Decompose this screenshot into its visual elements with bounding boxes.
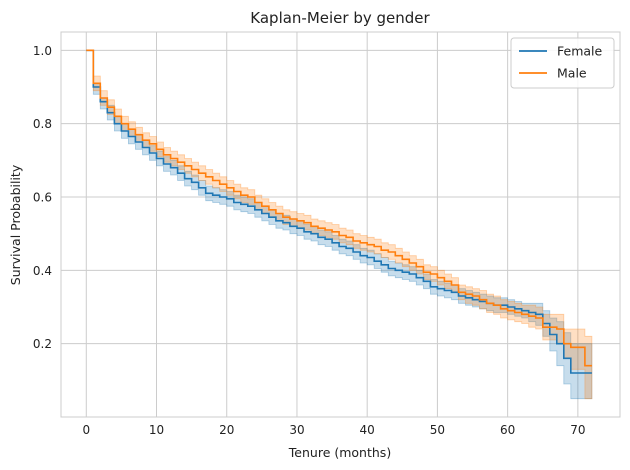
x-axis-label: Tenure (months) bbox=[288, 445, 391, 460]
y-tick-label: 1.0 bbox=[33, 44, 52, 58]
legend-label-male: Male bbox=[557, 66, 587, 81]
ci-band-male bbox=[86, 49, 593, 400]
y-tick-label: 0.2 bbox=[33, 337, 52, 351]
x-tick-label: 60 bbox=[500, 423, 515, 437]
plot-area-frame bbox=[60, 31, 621, 418]
x-axis-ticks: 0 10 20 30 40 50 60 70 bbox=[82, 423, 585, 437]
survival-line-male bbox=[86, 49, 592, 367]
confidence-bands bbox=[86, 49, 593, 400]
y-tick-label: 0.4 bbox=[33, 264, 52, 278]
legend: Female Male bbox=[510, 37, 615, 89]
x-tick-label: 0 bbox=[82, 423, 90, 437]
y-axis-label: Survival Probability bbox=[8, 164, 23, 285]
y-tick-label: 0.6 bbox=[33, 191, 52, 205]
x-tick-label: 30 bbox=[289, 423, 304, 437]
ci-band-female bbox=[86, 49, 593, 400]
grid-lines bbox=[61, 32, 620, 417]
x-tick-label: 70 bbox=[570, 423, 585, 437]
legend-label-female: Female bbox=[557, 44, 603, 59]
y-axis-ticks: 0.2 0.4 0.6 0.8 1.0 bbox=[33, 44, 52, 351]
y-tick-label: 0.8 bbox=[33, 117, 52, 131]
x-tick-label: 50 bbox=[430, 423, 445, 437]
x-tick-label: 20 bbox=[219, 423, 234, 437]
chart-title: Kaplan-Meier by gender bbox=[250, 9, 430, 27]
survival-curves bbox=[86, 49, 592, 374]
x-tick-label: 10 bbox=[149, 423, 164, 437]
x-tick-label: 40 bbox=[360, 423, 375, 437]
